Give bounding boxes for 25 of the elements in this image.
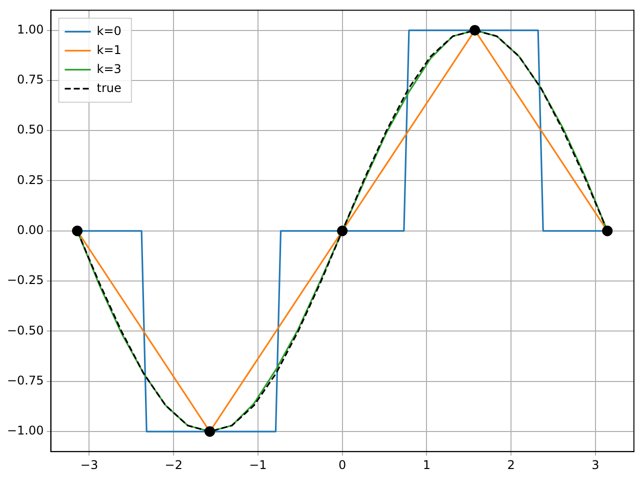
x-tick-label: −3	[80, 458, 98, 472]
legend-label: true	[96, 80, 122, 95]
x-tick-label: 2	[507, 458, 515, 472]
y-tick-label: −1.00	[6, 424, 44, 438]
point	[72, 226, 83, 236]
y-tick-label: −0.50	[6, 323, 44, 338]
legend-label: k=1	[96, 42, 122, 57]
point	[602, 226, 613, 236]
x-tick-label: 0	[338, 458, 346, 472]
legend-label: k=0	[96, 24, 122, 38]
y-tick-label: 1.00	[17, 22, 44, 36]
x-tick-label: −2	[164, 458, 182, 472]
y-tick-label: 0.25	[17, 172, 44, 187]
y-tick-label: 0.50	[17, 122, 44, 137]
point	[337, 226, 348, 236]
y-tick-label: −0.75	[6, 374, 44, 388]
legend-label: k=3	[96, 62, 122, 76]
point	[470, 24, 480, 36]
x-tick-label: 1	[422, 458, 431, 472]
y-tick-label: 0.00	[17, 223, 44, 238]
y-tick-label: −0.25	[6, 273, 44, 288]
y-tick-label: 0.75	[17, 72, 44, 87]
point	[204, 426, 216, 437]
x-tick-label: −1	[249, 458, 267, 472]
x-tick-label: 3	[592, 458, 600, 472]
